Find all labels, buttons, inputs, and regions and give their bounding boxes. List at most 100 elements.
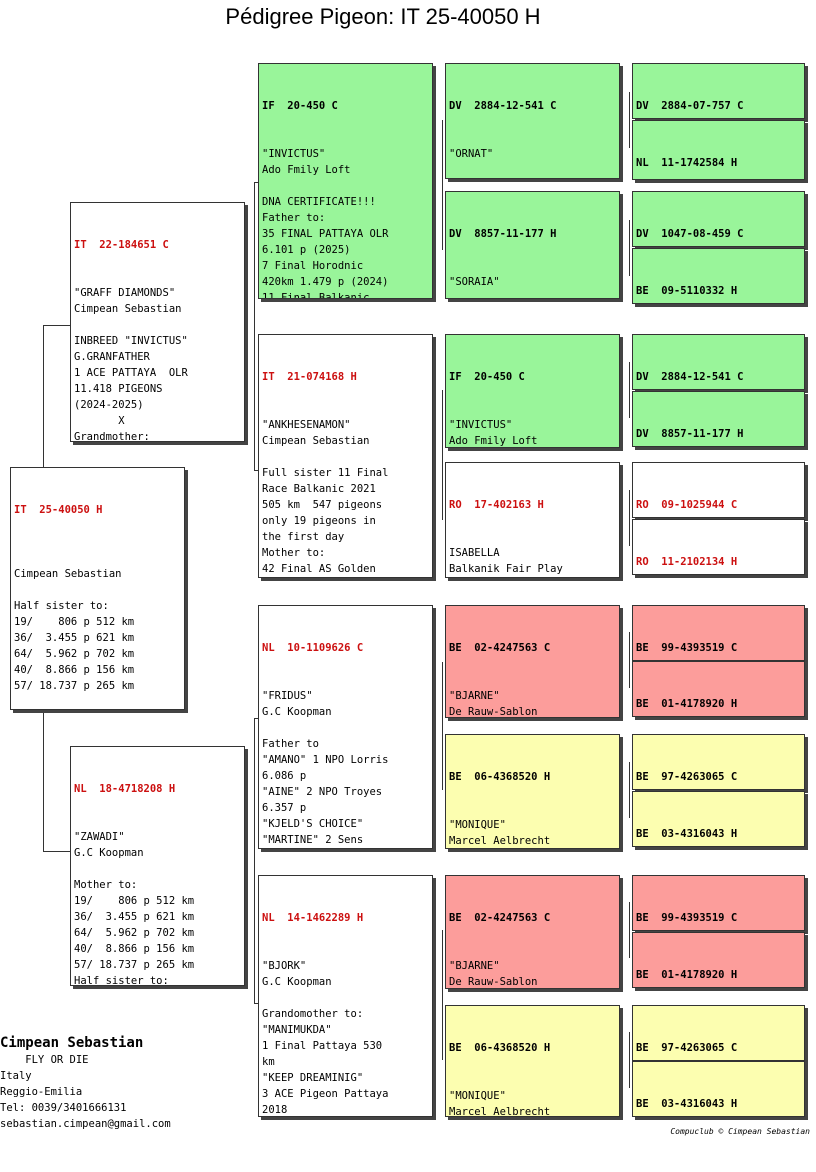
card-line: Marcel Aelbrecht (449, 1106, 551, 1117)
connector-line (254, 718, 255, 1003)
card-text: "BJARNE"De Rauw-Sablon Father to:7 Chate… (449, 688, 616, 718)
pigeon-card-ffff: DV 2884-07-757 C "WONDER "757" (632, 63, 805, 119)
card-line: Grandomother to: (262, 1008, 364, 1020)
card-line: "MARTINE" 2 Sens (262, 834, 364, 846)
card-text: Cimpean Sebastian Half sister to: 19/ 806… (14, 550, 181, 694)
pigeon-card-fffm: NL 11-1742584 H "LADY APOLLO" (632, 120, 805, 180)
card-line: Cimpean Sebastian (74, 303, 182, 315)
connector-line (629, 92, 630, 148)
pigeon-card-ffm: DV 8857-11-177 H "SORAIA" "SORAIA"1 Knoc… (445, 191, 620, 299)
card-line: 6.357 p (262, 802, 307, 814)
pigeon-card-fmff: DV 2884-12-541 C "ORNAT" (632, 334, 805, 390)
connector-line (442, 930, 443, 1060)
card-line: G.C Koopman (74, 847, 144, 859)
card-line: km (262, 1056, 275, 1068)
connector-line (254, 182, 259, 183)
pigeon-card-fm: IT 21-074168 H "ANKHESENAMON" Cimpean Seb… (258, 334, 433, 578)
card-line: X (74, 415, 125, 427)
card-line: G.C Koopman (262, 706, 332, 718)
card-line: De Rauw-Sablon (449, 706, 538, 718)
pigeon-card-ffmm: BE 09-5110332 H "KIMBERLY"Pros Roosen (632, 248, 805, 304)
card-line (449, 162, 616, 178)
connector-line (43, 712, 44, 851)
card-line: "INVICTUS" (449, 419, 513, 431)
card-line: only 19 pigeons in (262, 515, 376, 527)
card-line: "BJORK" (262, 960, 307, 972)
ring-number: BE 99-4393519 C (636, 912, 738, 924)
card-line: 3 ACE Pigeon Pattaya (262, 1088, 389, 1100)
ring-number: BE 09-5110332 H (636, 285, 738, 297)
card-line: 64/ 5.962 p 702 km (14, 648, 135, 660)
pigeon-card-fmmf: RO 09-1025944 C GILLETTEBalkanik Fair Pl… (632, 462, 805, 518)
owner-info: Cimpean Sebastian FLY OR DIE Italy Reggi… (0, 1034, 171, 1132)
card-text: "MONIQUE"Marcel Aelbrecht Grandmother to… (449, 1088, 616, 1117)
card-line: 1 ACE PATTAYA OLR (74, 367, 188, 379)
connector-line (629, 490, 630, 546)
card-line: G.GRANFATHER (74, 351, 150, 363)
pigeon-card-ffmf: DV 1047-08-459 C "CRACK 459"JUPID (632, 191, 805, 247)
pigeon-card-mfm: BE 06-4368520 H "MONIQUE" Marcel Aelbrech… (445, 734, 620, 849)
card-line (14, 550, 181, 566)
card-line: 57/ 18.737 p 265 km (74, 959, 195, 971)
card-line (449, 290, 616, 298)
pigeon-card-main: IT 25-40050 H Cimpean Sebastian Half sis… (10, 467, 185, 710)
card-line: 64/ 5.962 p 702 km (74, 927, 195, 939)
card-line (262, 720, 429, 736)
card-line: "ANKHESENAMON" (262, 419, 351, 431)
copyright-note: Compuclub © Cimpean Sebastian (670, 1127, 810, 1136)
card-line (262, 449, 429, 465)
ring-number: RO 17-402163 H (449, 499, 544, 511)
owner-city: Reggio-Emilia (0, 1086, 83, 1098)
ring-number: BE 02-4247563 C (449, 912, 551, 924)
card-line: Grandmother: (74, 431, 150, 442)
connector-line (629, 220, 630, 276)
card-line: "AINE" 2 NPO Troyes (262, 786, 383, 798)
ring-number: BE 06-4368520 H (449, 771, 551, 783)
card-line: "AMANO" 1 NPO Lorris (262, 754, 389, 766)
connector-line (254, 182, 255, 470)
card-line: 11 Final Balkanic (262, 292, 370, 299)
card-line: "KEEP DREAMINIG" (262, 1072, 364, 1084)
ring-number: NL 14-1462289 H (262, 912, 364, 924)
pigeon-card-mmmm: BE 03-4316043 H Marcel Aelbrecht (632, 1061, 805, 1117)
card-line: Father to (262, 738, 319, 750)
pigeon-card-mm: NL 14-1462289 H "BJORK" G.C Koopman Grand… (258, 875, 433, 1117)
ring-number: DV 2884-12-541 C (636, 371, 744, 383)
card-line (449, 178, 616, 179)
card-line: 6.386 p (262, 848, 429, 849)
owner-name: Cimpean Sebastian (0, 1035, 144, 1051)
card-line: 57/ 18.737 p 265 km (14, 680, 135, 692)
card-line: "ORNAT" (449, 148, 494, 160)
card-line: 420km 1.479 p (2024) (262, 276, 389, 288)
pigeon-card-fmm: RO 17-402163 H ISABELLA Balkanik Fair Pla… (445, 462, 620, 578)
connector-line (629, 902, 630, 958)
card-text: "MONIQUE"Marcel Aelbrecht Grandmother to… (449, 817, 616, 848)
connector-line (254, 470, 259, 471)
pigeon-card-mmfm: BE 01-4178920 H "SISTER LUCKY 848"PIPA E… (632, 932, 805, 988)
pigeon-card-mf: NL 10-1109626 C "FRIDUS" G.C Koopman Fath… (258, 605, 433, 849)
pigeon-card-mfff: BE 99-4393519 C "DEN DROMER"De Rauw Sabl… (632, 605, 805, 661)
card-line (449, 577, 616, 578)
card-line: Father to: (262, 212, 326, 224)
ring-number: NL 11-1742584 H (636, 157, 738, 169)
card-text: "ORNAT" 1st CAR Average (449, 146, 616, 179)
ring-number: RO 09-1025944 C (636, 499, 738, 511)
card-text: "GRAFF DIAMONDS" Cimpean Sebastian INBREE… (74, 285, 241, 442)
card-line: Half sister to: (74, 975, 169, 986)
connector-line (43, 851, 71, 852)
card-line: 6.101 p (2025) (262, 244, 351, 256)
card-line: "GRAFF DIAMONDS" (74, 287, 176, 299)
card-line: (2024-2025) (74, 399, 144, 411)
card-line: Half sister to: (14, 600, 109, 612)
card-text: "ANKHESENAMON" Cimpean Sebastian Full sis… (262, 417, 429, 577)
ring-number: DV 2884-07-757 C (636, 100, 744, 112)
pigeon-card-mfmm: BE 03-4316043 H Marcel Aelbrecht (632, 791, 805, 847)
ring-number: IT 25-40050 H (14, 504, 103, 516)
card-line: "ZAWADI" (74, 831, 125, 843)
ring-number: DV 8857-11-177 H (636, 428, 744, 440)
ring-number: NL 10-1109626 C (262, 642, 364, 654)
card-line: 40/ 8.866 p 156 km (14, 664, 135, 676)
card-line (262, 178, 429, 194)
card-line: "MONIQUE" (449, 819, 506, 831)
owner-country: Italy (0, 1070, 32, 1082)
